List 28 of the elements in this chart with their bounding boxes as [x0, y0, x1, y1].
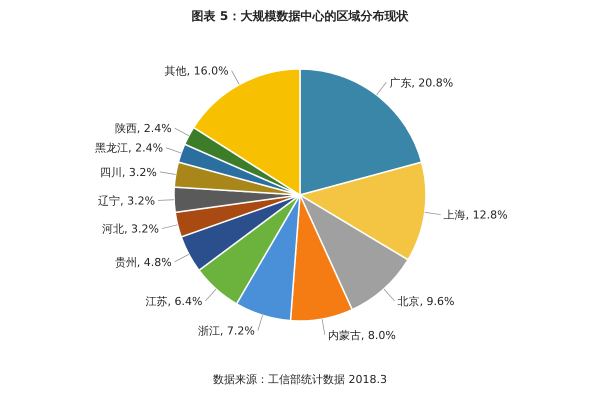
data-label: , 3.2%	[120, 194, 156, 208]
data-label: , 9.6%	[420, 294, 455, 308]
slice-label: 贵州	[114, 256, 137, 269]
slice-label: 四川	[100, 166, 122, 179]
source-note: 数据来源：工信部统计数据 2018.3	[213, 373, 387, 386]
data-label: , 7.2%	[220, 324, 255, 338]
slice-label: 陕西	[114, 122, 137, 136]
slice-label: 辽宁	[98, 194, 120, 208]
data-label: , 20.8%	[411, 76, 454, 90]
slice-label: 浙江	[198, 324, 220, 338]
data-label: , 2.4%	[136, 122, 172, 136]
data-label: , 16.0%	[186, 64, 229, 78]
slice-label: 广东	[389, 76, 412, 90]
data-label: , 8.0%	[360, 328, 396, 342]
slice-label: 黑龙江	[95, 142, 128, 155]
data-label: , 2.4%	[128, 142, 164, 155]
slice-label: 其他	[164, 64, 187, 78]
data-label: , 4.8%	[136, 256, 172, 269]
slice-label: 北京	[398, 294, 420, 308]
slice-label: 河北	[102, 222, 124, 236]
data-label: , 12.8%	[466, 208, 508, 222]
slice-label: 江苏	[145, 294, 168, 308]
chart-title: 图表 5：大规模数据中心的区域分布现状	[192, 9, 410, 23]
data-label: , 6.4%	[167, 294, 202, 308]
slice-label: 上海	[444, 208, 466, 222]
data-label: , 3.2%	[122, 166, 157, 179]
data-label: , 3.2%	[124, 222, 160, 236]
slice-label: 内蒙古	[328, 328, 361, 342]
